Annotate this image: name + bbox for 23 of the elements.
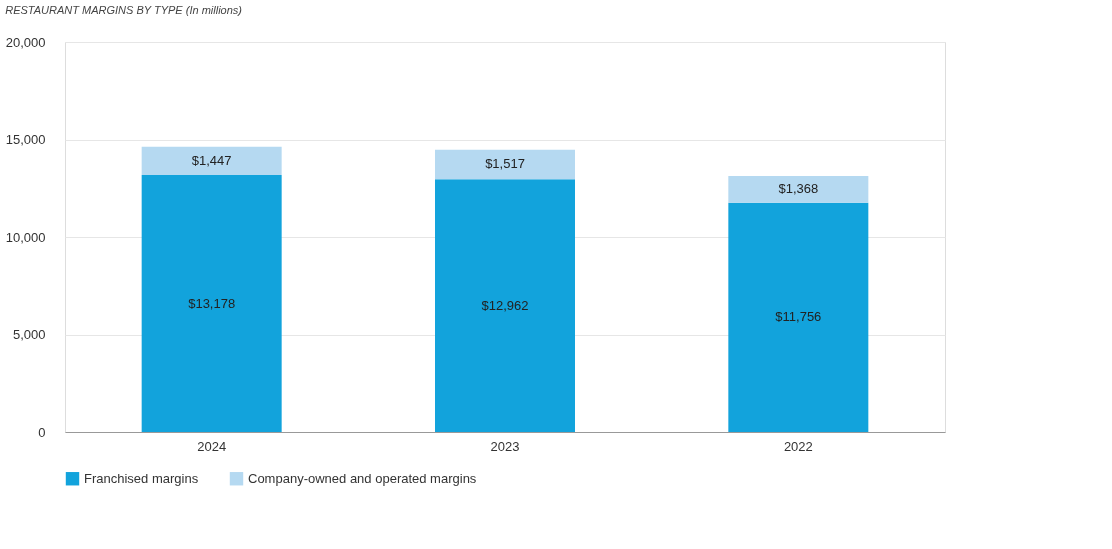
bar — [435, 149, 575, 180]
x-tick-label: 2022 — [783, 438, 813, 454]
data-label: $13,178 — [188, 295, 236, 311]
legend-label: Company-owned and operated margins — [248, 470, 477, 486]
bar — [435, 179, 575, 432]
data-label: $1,368 — [778, 181, 819, 197]
legend-label: Franchised margins — [84, 470, 199, 486]
data-label: $11,756 — [775, 309, 822, 325]
y-tick-label: 20,000 — [5, 34, 46, 50]
bar — [728, 202, 869, 432]
y-tick-label: 10,000 — [5, 229, 46, 245]
bar — [728, 176, 869, 203]
data-label: $1,447 — [191, 152, 232, 168]
data-label: $12,962 — [481, 297, 529, 313]
y-tick-label: 5,000 — [12, 327, 46, 342]
y-tick-label: 15,000 — [5, 132, 46, 147]
bar — [141, 175, 282, 432]
x-tick-label: 2023 — [490, 438, 520, 454]
y-tick-label: 0 — [38, 424, 46, 440]
x-tick-label: 2024 — [197, 438, 227, 454]
data-label: $1,517 — [485, 156, 525, 172]
bar — [141, 146, 282, 176]
chart-title: RESTAURANT MARGINS BY TYPE (In millions) — [5, 4, 243, 16]
